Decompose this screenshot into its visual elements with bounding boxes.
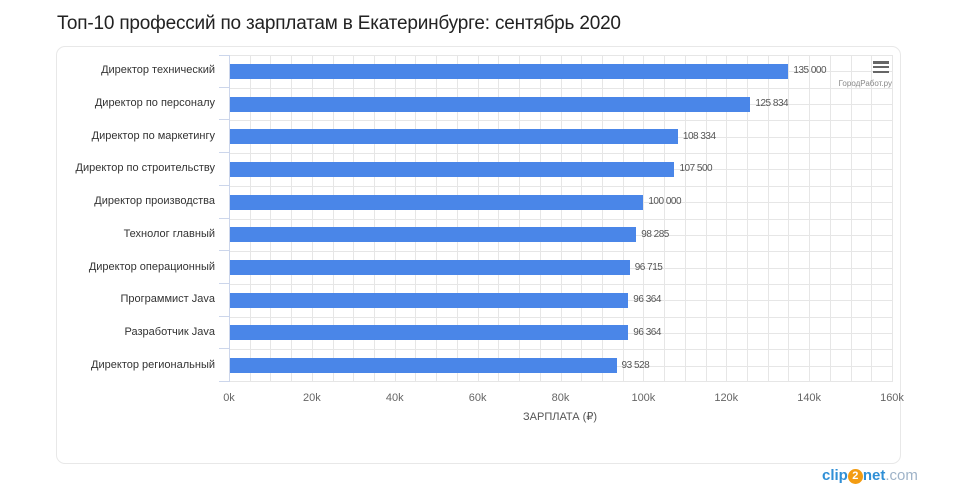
y-axis-tick — [219, 381, 229, 382]
x-axis-tick-label: 40k — [385, 392, 404, 404]
bar[interactable] — [229, 96, 751, 112]
bar-value-label: 96 364 — [633, 294, 661, 306]
grid-line-horizontal — [229, 185, 892, 187]
grid-line-horizontal — [229, 218, 892, 220]
category-label: Директор по персоналу — [94, 97, 215, 110]
x-axis-title: ЗАРПЛАТА (₽) — [523, 411, 597, 423]
bar-value-label: 108 334 — [682, 130, 716, 142]
bar-value-label: 107 500 — [679, 163, 713, 175]
y-axis-tick — [219, 348, 229, 350]
grid-line-horizontal — [229, 120, 892, 122]
category-label: Директор региональный — [91, 358, 215, 371]
x-axis-tick-label: 140k — [797, 392, 822, 404]
watermark-text: net — [862, 467, 886, 484]
bar-value-label: 135 000 — [793, 65, 827, 77]
bar[interactable] — [229, 227, 637, 243]
x-axis-tick-label: 160k — [880, 392, 904, 404]
bar-value-label: 93 528 — [621, 359, 650, 371]
hamburger-menu-icon[interactable] — [873, 61, 889, 74]
category-label: Директор по маркетингу — [91, 129, 215, 142]
x-axis-tick-label: 80k — [551, 392, 570, 404]
y-axis-tick — [219, 315, 229, 317]
bar-value-label: 96 715 — [634, 261, 663, 273]
x-axis-tick-label: 100k — [631, 392, 656, 404]
grid-line-horizontal — [229, 87, 892, 89]
x-axis-tick-label: 60k — [468, 392, 487, 404]
y-axis-tick — [219, 119, 229, 121]
bar[interactable] — [229, 63, 789, 79]
plot-area: 135 000 125 834 108 334 107 500 100 000 98 28… — [229, 55, 893, 382]
watermark-logo: clip 2 net.com — [822, 467, 918, 484]
x-axis-tick-label: 0k — [223, 392, 235, 404]
bar-value-label: 98 285 — [641, 228, 669, 240]
category-label: Программист Java — [120, 293, 216, 306]
x-axis-tick-label: 20k — [303, 392, 321, 404]
y-axis-tick — [219, 282, 229, 284]
watermark-domain: .com — [885, 467, 918, 484]
bar[interactable] — [229, 129, 678, 145]
category-label: Директор производства — [94, 195, 215, 208]
category-label: Директор по строительству — [75, 162, 215, 175]
grid-line-horizontal — [229, 251, 892, 253]
category-label: Директор технический — [101, 64, 215, 77]
y-axis-tick — [219, 86, 229, 88]
source-credit: ГородРабот.ру — [838, 79, 892, 88]
bar-value-label: 96 364 — [633, 326, 661, 338]
y-axis-line — [229, 55, 230, 382]
y-axis-tick — [219, 184, 229, 186]
bar[interactable] — [229, 161, 675, 177]
y-axis-tick — [219, 250, 229, 252]
y-axis-tick — [219, 152, 229, 154]
grid-line-vertical — [892, 55, 893, 382]
grid-line-horizontal — [229, 153, 892, 155]
grid-line-horizontal — [229, 55, 892, 56]
grid-line-horizontal — [229, 381, 892, 382]
category-label: Технолог главный — [123, 227, 215, 240]
bar-value-label: 100 000 — [648, 196, 682, 208]
x-axis-tick-label: 120k — [714, 392, 739, 404]
bar-value-label: 125 834 — [755, 98, 789, 110]
bar[interactable] — [229, 358, 617, 374]
bar[interactable] — [229, 325, 629, 341]
y-axis-tick — [219, 217, 229, 219]
category-label: Разработчик Java — [124, 325, 215, 338]
grid-line-horizontal — [229, 349, 892, 351]
watermark-text: clip — [822, 467, 848, 484]
watermark-badge: 2 — [847, 469, 863, 484]
y-axis-tick — [219, 55, 229, 56]
bar[interactable] — [229, 292, 629, 308]
grid-line-horizontal — [229, 283, 892, 285]
grid-line-horizontal — [229, 316, 892, 318]
bar[interactable] — [229, 260, 630, 276]
bar[interactable] — [229, 194, 644, 210]
category-label: Директор операционный — [88, 260, 215, 273]
chart-title: Топ-10 профессий по зарплатам в Екатерин… — [57, 13, 621, 34]
